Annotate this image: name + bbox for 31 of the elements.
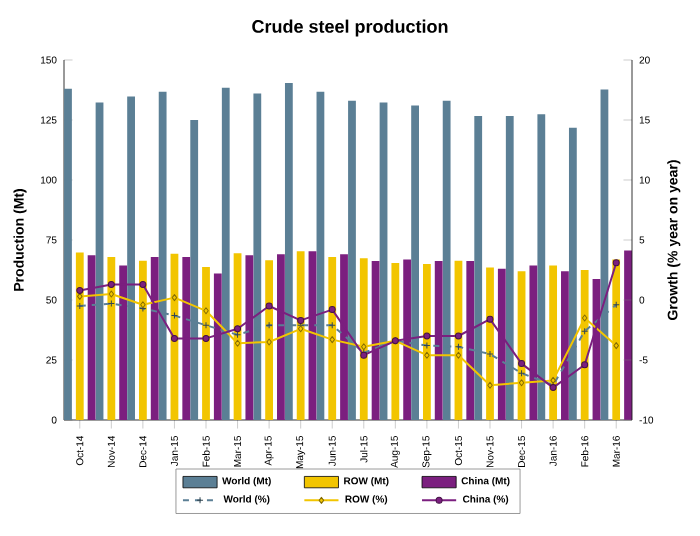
point xyxy=(107,280,115,288)
point xyxy=(550,376,556,384)
point xyxy=(423,332,431,340)
point xyxy=(612,259,620,267)
point xyxy=(203,307,209,315)
bar xyxy=(64,88,72,420)
point xyxy=(170,334,178,342)
point xyxy=(361,343,367,351)
point xyxy=(454,332,462,340)
point xyxy=(108,290,115,298)
point xyxy=(297,316,305,324)
point xyxy=(329,336,335,344)
point xyxy=(266,338,272,346)
point xyxy=(234,339,241,347)
chart-title: Crude steel production xyxy=(252,19,448,37)
point xyxy=(581,361,589,369)
point xyxy=(518,379,525,387)
point xyxy=(202,334,210,342)
point xyxy=(76,286,84,294)
point xyxy=(171,294,178,302)
point xyxy=(581,314,588,322)
point xyxy=(424,351,430,359)
point xyxy=(328,306,336,314)
point xyxy=(518,360,526,368)
point xyxy=(234,325,242,333)
point xyxy=(455,351,462,359)
point xyxy=(265,302,273,310)
point xyxy=(486,315,494,323)
point xyxy=(139,280,147,288)
point xyxy=(613,342,619,350)
point xyxy=(487,381,493,389)
